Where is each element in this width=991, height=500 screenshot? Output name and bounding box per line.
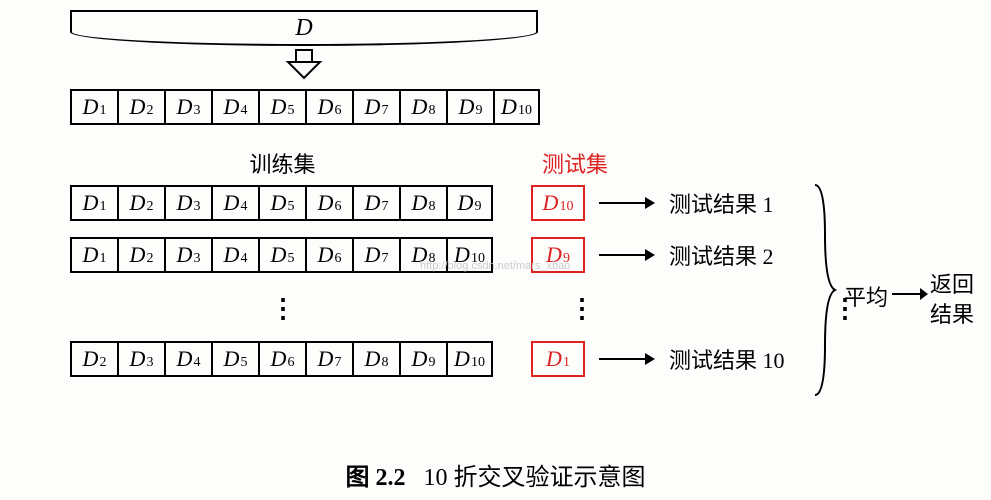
average-label: 平均 xyxy=(844,280,888,312)
train-cell: D4 xyxy=(211,185,258,221)
final-arrow-icon xyxy=(892,285,928,303)
train-cell: D2 xyxy=(117,237,164,273)
partition-cell: D5 xyxy=(258,89,305,125)
test-cell: D1 xyxy=(531,341,585,377)
partition-row: D1D2D3D4D5D6D7D8D9D10 xyxy=(70,89,991,125)
section-labels: 训练集 测试集 xyxy=(70,147,991,179)
train-cell: D10 xyxy=(446,341,493,377)
train-label: 训练集 xyxy=(70,147,495,179)
watermark-text: http://blog.csdn.net/mars_xbao xyxy=(420,260,570,272)
train-cell: D5 xyxy=(211,341,258,377)
arrow-down-icon xyxy=(280,48,328,82)
train-cell: D9 xyxy=(399,341,446,377)
result-text: 测试结果 1 xyxy=(669,187,774,219)
test-label: 测试集 xyxy=(515,147,635,179)
train-cell: D8 xyxy=(352,341,399,377)
train-cell: D5 xyxy=(258,237,305,273)
partition-cell: D8 xyxy=(399,89,446,125)
figure-title: 10 折交叉验证示意图 xyxy=(424,465,646,491)
vdots-icon: ⋮ xyxy=(270,305,296,313)
train-cell: D2 xyxy=(70,341,117,377)
partition-cell: D7 xyxy=(352,89,399,125)
train-cell: D8 xyxy=(399,185,446,221)
arrow-right-icon xyxy=(597,246,657,264)
train-cell: D3 xyxy=(164,185,211,221)
arrow-right-icon xyxy=(597,194,657,212)
train-cell: D3 xyxy=(117,341,164,377)
brace-icon xyxy=(810,180,840,400)
partition-cell: D3 xyxy=(164,89,211,125)
dataset-full-box: D xyxy=(70,10,538,46)
dataset-label: D xyxy=(295,15,312,42)
train-group: D2D3D4D5D6D7D8D9D10 xyxy=(70,341,493,377)
test-cell: D10 xyxy=(531,185,585,221)
train-cell: D1 xyxy=(70,237,117,273)
partition-cell: D6 xyxy=(305,89,352,125)
diagram-container: D D1D2D3D4D5D6D7D8D9D10 训练集 测试集 D1D2D3D4… xyxy=(0,0,991,500)
partition-cell: D1 xyxy=(70,89,117,125)
train-cell: D1 xyxy=(70,185,117,221)
figure-caption: 图 2.2 10 折交叉验证示意图 xyxy=(0,457,991,492)
train-cell: D7 xyxy=(352,185,399,221)
result-text: 测试结果 10 xyxy=(669,343,785,375)
return-result-text: 返回 结果 xyxy=(930,270,974,330)
partition-cell: D2 xyxy=(117,89,164,125)
figure-number: 图 2.2 xyxy=(346,465,406,491)
train-cell: D6 xyxy=(258,341,305,377)
train-cell: D3 xyxy=(164,237,211,273)
train-cell: D4 xyxy=(211,237,258,273)
partition-cell: D9 xyxy=(446,89,493,125)
train-cell: D6 xyxy=(305,185,352,221)
fold-line: D2D3D4D5D6D7D8D9D10 D1 测试结果 10 xyxy=(70,341,991,377)
train-cell: D7 xyxy=(352,237,399,273)
train-cell: D4 xyxy=(164,341,211,377)
arrow-right-icon xyxy=(597,350,657,368)
train-cell: D5 xyxy=(258,185,305,221)
train-group: D1D2D3D4D5D6D7D8D9 xyxy=(70,185,493,221)
train-cell: D7 xyxy=(305,341,352,377)
train-cell: D6 xyxy=(305,237,352,273)
train-cell: D2 xyxy=(117,185,164,221)
vdots-icon: ⋮ xyxy=(569,305,595,313)
fold-line: D1D2D3D4D5D6D7D8D9 D10 测试结果 1 xyxy=(70,185,991,221)
result-text: 测试结果 2 xyxy=(669,239,774,271)
partition-cell: D4 xyxy=(211,89,258,125)
train-cell: D9 xyxy=(446,185,493,221)
partition-cell: D10 xyxy=(493,89,540,125)
